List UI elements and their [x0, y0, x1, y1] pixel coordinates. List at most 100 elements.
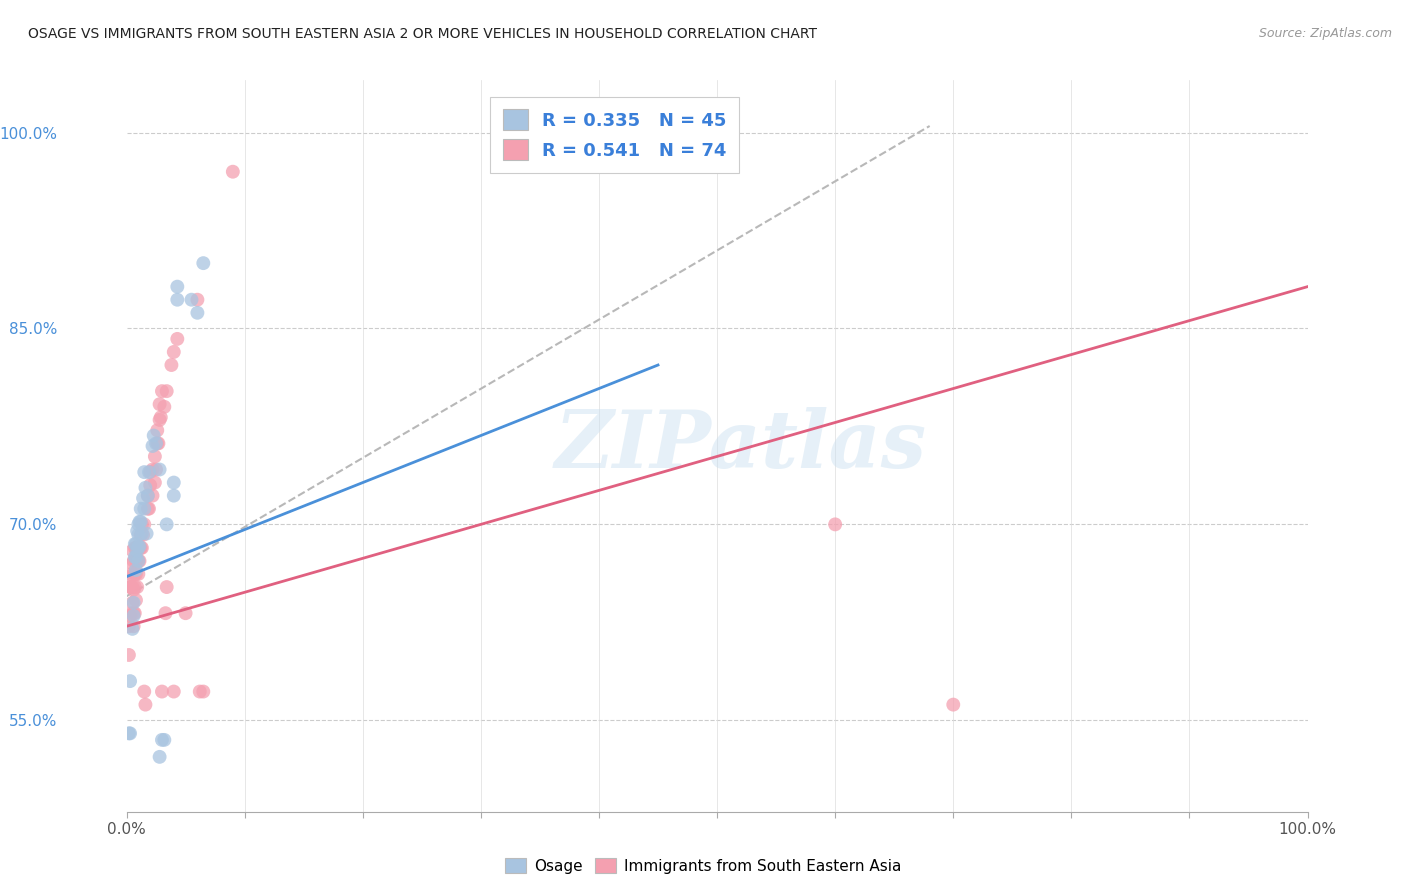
Point	[153, 400, 176, 414]
Point	[141, 462, 163, 476]
Point	[166, 332, 188, 346]
Point	[124, 567, 146, 582]
Point	[129, 528, 152, 542]
Point	[156, 517, 179, 532]
Point	[156, 384, 179, 398]
Point	[127, 517, 149, 532]
Point	[136, 501, 159, 516]
Point	[122, 554, 145, 568]
Point	[121, 622, 143, 636]
Point	[142, 428, 165, 442]
Point	[163, 489, 186, 503]
Point	[125, 563, 148, 577]
Point	[128, 554, 150, 568]
Point	[122, 619, 145, 633]
Point	[121, 596, 143, 610]
Point	[136, 489, 159, 503]
Point	[145, 436, 167, 450]
Point	[149, 413, 172, 427]
Point	[128, 515, 150, 529]
Point	[127, 543, 149, 558]
Point	[134, 684, 156, 698]
Point	[118, 726, 141, 740]
Point	[127, 540, 149, 554]
Point	[824, 517, 846, 532]
Point	[120, 726, 142, 740]
Point	[160, 358, 183, 372]
Point	[131, 526, 153, 541]
Point	[120, 608, 142, 623]
Point	[120, 580, 142, 594]
Point	[193, 256, 215, 270]
Point	[127, 567, 149, 582]
Point	[180, 293, 202, 307]
Point	[125, 537, 148, 551]
Point	[118, 619, 141, 633]
Point	[129, 501, 152, 516]
Point	[125, 593, 148, 607]
Point	[125, 554, 148, 568]
Point	[120, 569, 142, 583]
Point	[148, 436, 170, 450]
Point	[128, 540, 150, 554]
Point	[186, 306, 208, 320]
Point	[146, 423, 169, 437]
Point	[131, 517, 153, 532]
Point	[131, 541, 153, 555]
Point	[134, 501, 156, 516]
Point	[136, 489, 159, 503]
Legend: Osage, Immigrants from South Eastern Asia: Osage, Immigrants from South Eastern Asi…	[499, 852, 907, 880]
Point	[135, 526, 157, 541]
Point	[120, 674, 142, 689]
Point	[122, 608, 145, 623]
Point	[134, 517, 156, 532]
Point	[193, 684, 215, 698]
Point	[121, 543, 143, 558]
Point	[942, 698, 965, 712]
Point	[141, 439, 163, 453]
Point	[174, 606, 197, 620]
Point	[122, 606, 145, 620]
Point	[163, 475, 186, 490]
Point	[124, 580, 146, 594]
Point	[127, 524, 149, 538]
Point	[188, 684, 211, 698]
Point	[127, 541, 149, 555]
Point	[155, 606, 177, 620]
Point	[143, 475, 166, 490]
Point	[143, 450, 166, 464]
Point	[139, 478, 162, 492]
Point	[120, 580, 142, 594]
Point	[124, 549, 146, 564]
Point	[153, 732, 176, 747]
Point	[150, 384, 173, 398]
Point	[163, 684, 186, 698]
Point	[134, 481, 156, 495]
Point	[128, 541, 150, 555]
Point	[124, 541, 146, 555]
Point	[121, 580, 143, 594]
Point	[149, 397, 172, 411]
Point	[124, 606, 146, 620]
Point	[127, 528, 149, 542]
Point	[186, 293, 208, 307]
Point	[125, 541, 148, 555]
Point	[156, 580, 179, 594]
Point	[124, 537, 146, 551]
Point	[127, 580, 149, 594]
Point	[139, 465, 162, 479]
Point	[141, 489, 163, 503]
Legend: R = 0.335   N = 45, R = 0.541   N = 74: R = 0.335 N = 45, R = 0.541 N = 74	[489, 96, 740, 173]
Point	[125, 549, 148, 564]
Point	[134, 698, 156, 712]
Point	[163, 345, 186, 359]
Point	[127, 541, 149, 555]
Point	[127, 554, 149, 568]
Point	[138, 465, 160, 479]
Point	[134, 465, 156, 479]
Point	[222, 165, 245, 179]
Point	[129, 515, 152, 529]
Point	[145, 462, 167, 476]
Point	[122, 596, 145, 610]
Point	[121, 557, 143, 571]
